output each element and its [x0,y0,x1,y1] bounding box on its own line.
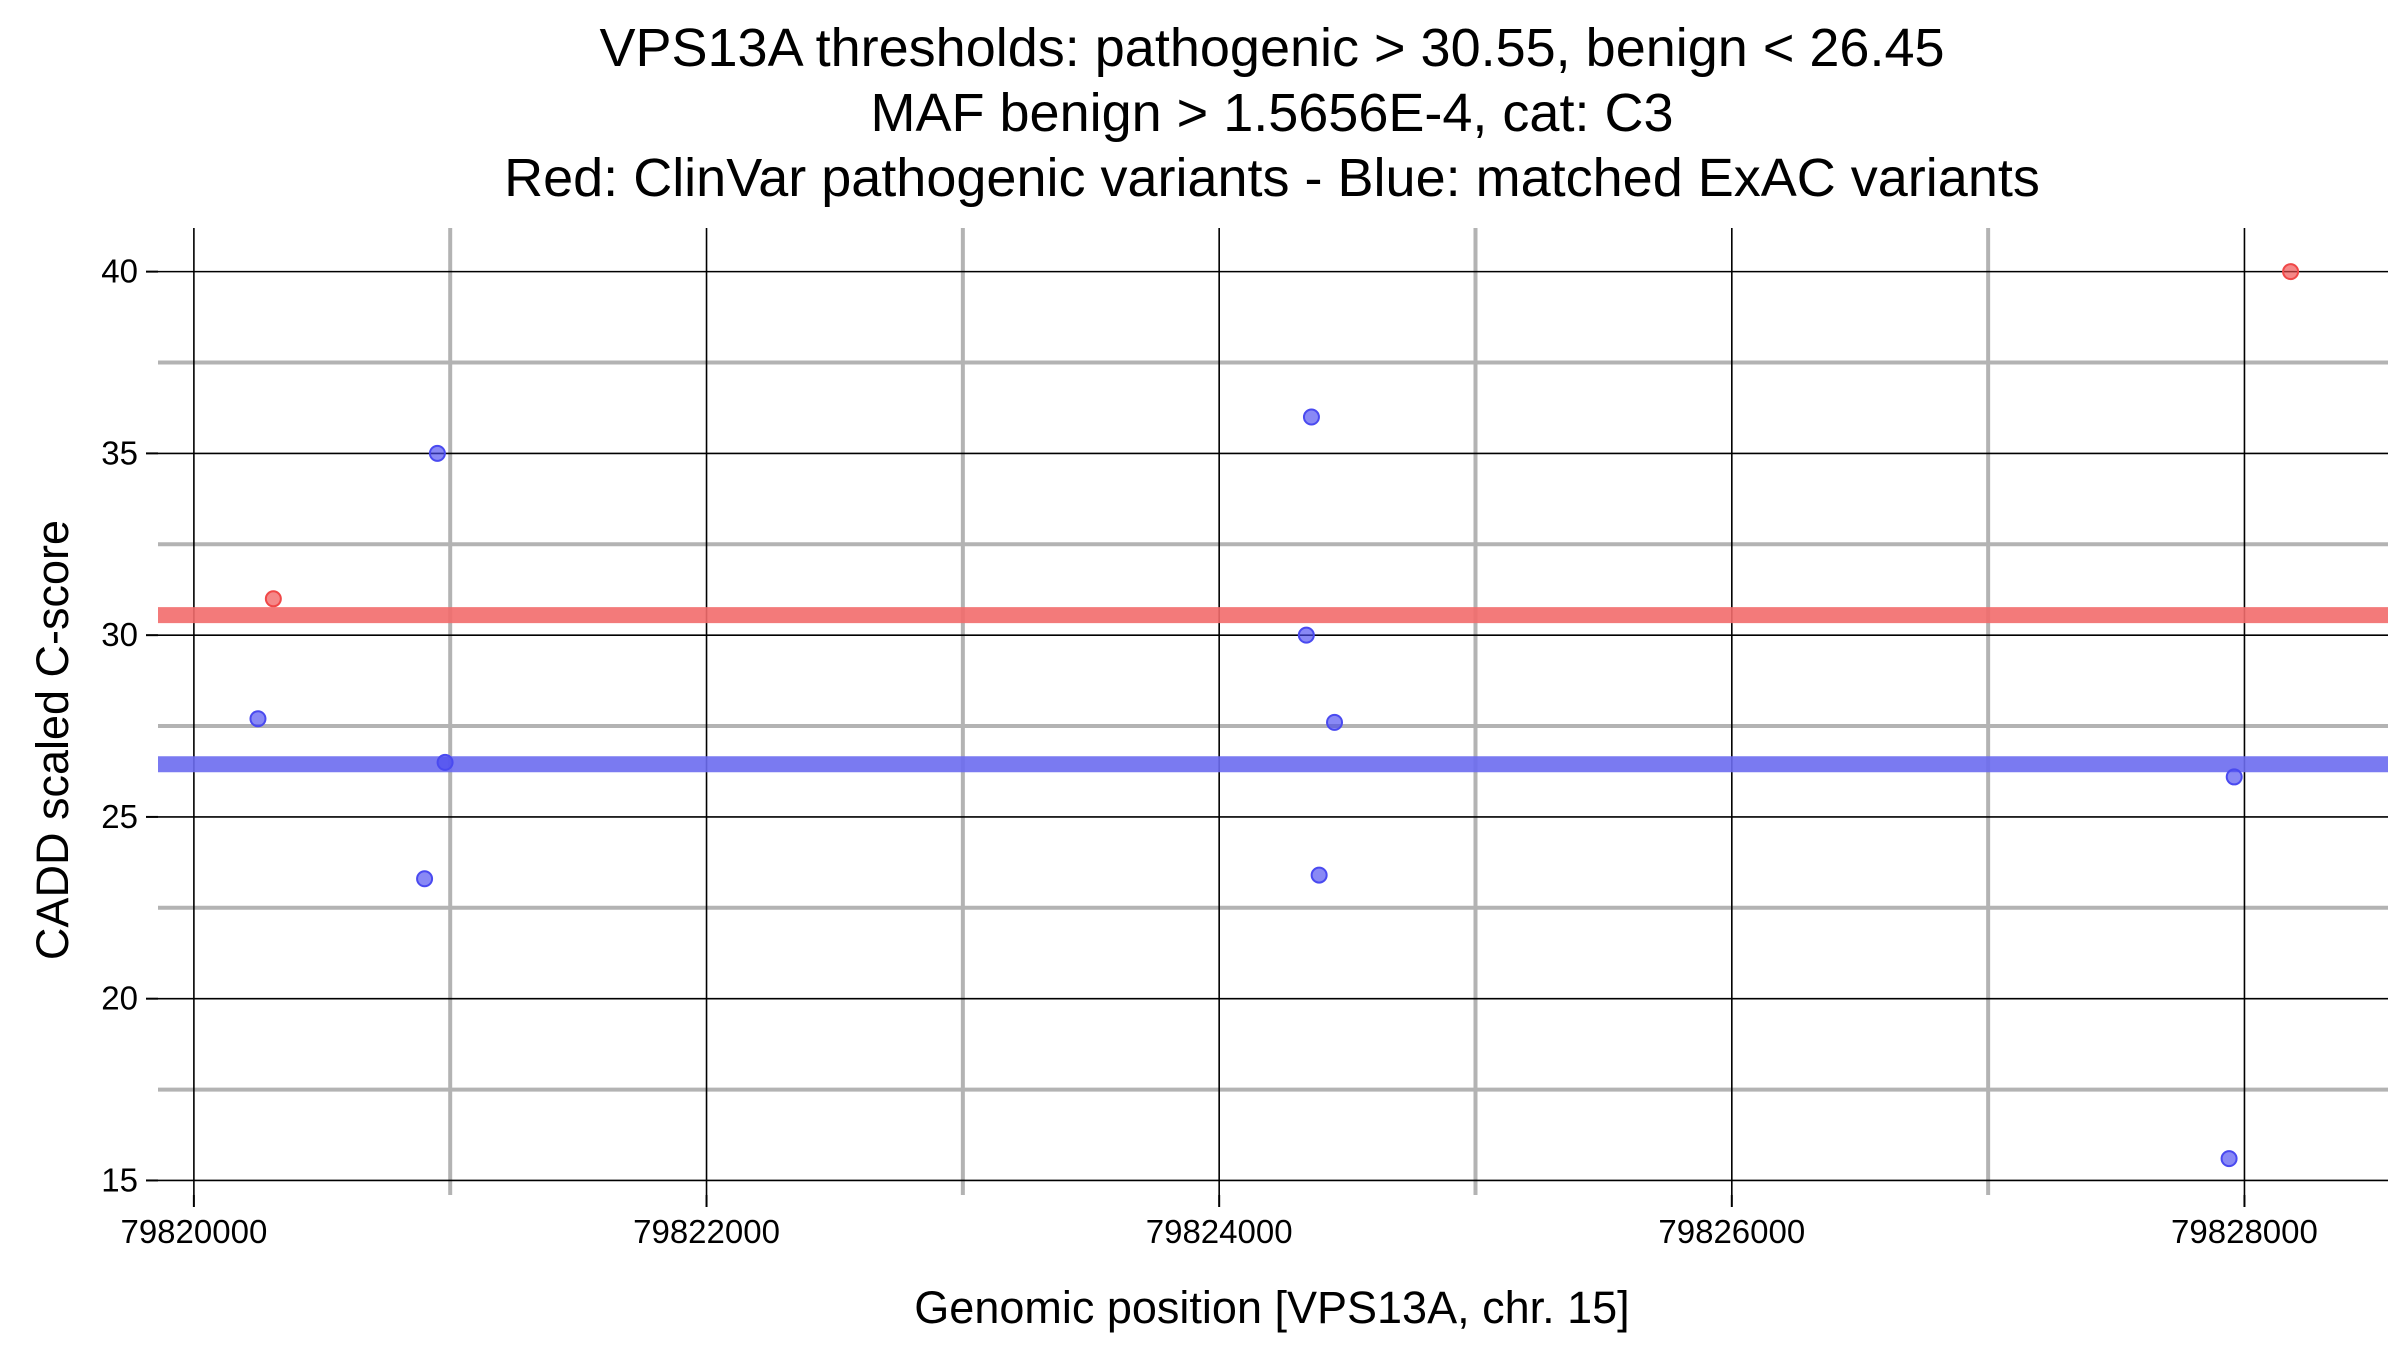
data-point [1297,626,1315,644]
data-point [2282,263,2300,281]
title-line-3: Red: ClinVar pathogenic variants - Blue:… [504,148,2040,208]
chart-title: VPS13A thresholds: pathogenic > 30.55, b… [504,18,2040,208]
y-tick-label: 40 [101,253,138,290]
major-grid [158,228,2388,1195]
data-point [1326,713,1344,731]
data-point [428,444,446,462]
x-tick-label: 79824000 [1146,1213,1293,1250]
y-tick-label: 25 [101,798,138,835]
data-point [2220,1150,2238,1168]
title-line-1: VPS13A thresholds: pathogenic > 30.55, b… [599,18,1944,78]
x-axis-title: Genomic position [VPS13A, chr. 15] [914,1282,1629,1333]
x-tick-label: 79822000 [633,1213,780,1250]
data-point [2225,768,2243,786]
x-tick-label: 79826000 [1658,1213,1805,1250]
data-point [249,710,267,728]
y-tick-label: 35 [101,434,138,471]
data-point [1310,866,1328,884]
x-tick-label: 79820000 [120,1213,267,1250]
y-tick-label: 15 [101,1161,138,1198]
data-point [416,870,434,888]
data-point [1302,408,1320,426]
data-points [249,263,2300,1168]
minor-grid [158,228,2388,1195]
y-tick-label: 20 [101,980,138,1017]
y-tick-label: 30 [101,616,138,653]
data-point [264,590,282,608]
axes: 79820000 79822000 79824000 79826000 79828000… [101,253,2318,1250]
data-point [436,753,454,771]
x-tick-label: 79828000 [2171,1213,2318,1250]
title-line-2: MAF benign > 1.5656E-4, cat: C3 [871,83,1674,143]
y-axis-title: CADD scaled C-score [27,520,78,960]
threshold-lines [158,607,2388,773]
